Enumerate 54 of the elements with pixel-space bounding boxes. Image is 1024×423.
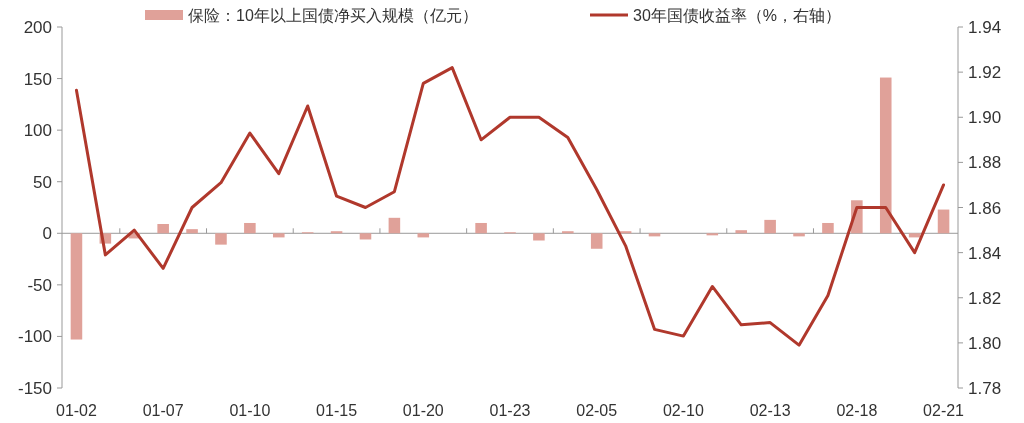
y2-tick-label: 1.80 — [968, 333, 1002, 353]
bar — [533, 233, 545, 241]
bar — [244, 222, 256, 234]
y-tick-label: 200 — [23, 18, 52, 37]
x-tick-label: 01-07 — [142, 402, 184, 419]
x-tick-label: 02-10 — [662, 402, 704, 419]
bar — [735, 230, 748, 234]
bar — [70, 233, 83, 340]
bar — [590, 233, 603, 249]
y-tick-label: 0 — [42, 224, 52, 244]
y-tick-label: -150 — [17, 379, 52, 398]
y-tick-label: 100 — [23, 121, 52, 141]
bar — [215, 233, 227, 245]
x-tick-label: 02-21 — [923, 402, 965, 419]
y-tick-label: -100 — [17, 327, 52, 347]
bar — [793, 233, 805, 237]
bar — [879, 77, 892, 234]
y2-tick-label: 1.90 — [968, 108, 1002, 128]
x-tick-label: 02-13 — [749, 402, 791, 419]
bar — [359, 233, 372, 240]
x-tick-label: 01-23 — [489, 402, 531, 419]
y-tick-label: 150 — [23, 69, 52, 89]
bar — [908, 233, 921, 238]
x-tick-label: 01-15 — [316, 402, 358, 419]
bar — [417, 233, 430, 238]
bar — [619, 231, 632, 234]
y2-tick-label: 1.88 — [968, 153, 1002, 173]
y2-tick-label: 1.86 — [968, 198, 1002, 218]
bar — [648, 233, 661, 237]
bar — [706, 233, 719, 236]
bar — [475, 222, 487, 234]
x-tick-label: 01-20 — [402, 402, 444, 419]
x-tick-label: 01-02 — [55, 402, 98, 419]
y2-tick-label: 1.84 — [968, 243, 1002, 263]
y2-tick-label: 1.92 — [968, 63, 1002, 83]
legend-label: 30年国债收益率（%，右轴） — [633, 7, 842, 24]
x-tick-label: 02-18 — [836, 402, 878, 419]
y2-tick-label: 1.94 — [968, 18, 1002, 37]
bar — [822, 222, 834, 234]
y-tick-label: 50 — [33, 172, 52, 192]
bar — [388, 217, 401, 234]
bar — [186, 229, 198, 234]
y-tick-label: -50 — [27, 275, 52, 295]
bar — [937, 209, 950, 234]
bar — [272, 233, 285, 238]
y2-tick-label: 1.78 — [968, 379, 1002, 398]
y2-tick-label: 1.82 — [968, 288, 1002, 308]
bar — [157, 224, 169, 234]
bar — [562, 231, 574, 234]
x-tick-label: 01-10 — [229, 402, 271, 419]
legend-label: 保险：10年以上国债净买入规模（亿元） — [188, 7, 478, 24]
x-tick-label: 02-05 — [576, 402, 618, 419]
bar — [764, 219, 776, 234]
bar — [330, 231, 343, 234]
